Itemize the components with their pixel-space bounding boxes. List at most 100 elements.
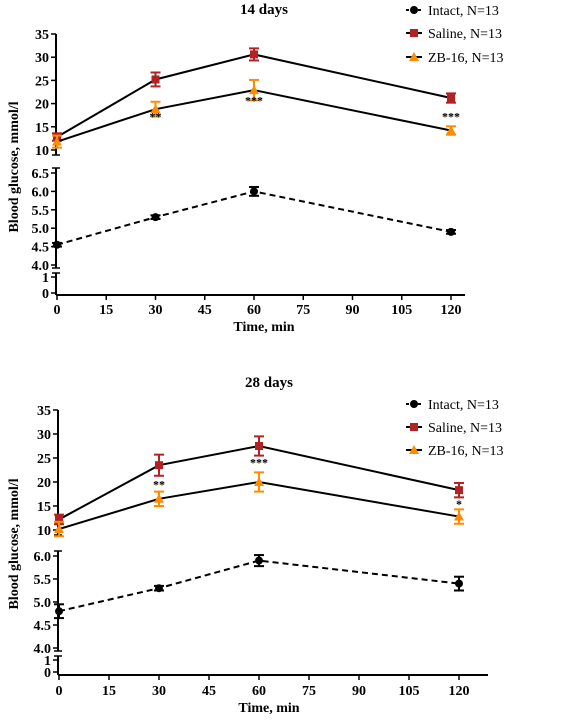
y-tick-label-lower: 6.5	[32, 167, 50, 182]
data-point-triangle	[249, 85, 259, 95]
x-tick-label: 105	[399, 684, 420, 699]
series-triangle	[54, 471, 464, 538]
y-tick-label-lower: 4.5	[32, 241, 50, 256]
data-point-triangle	[54, 524, 64, 534]
y-tick-label-upper: 25	[35, 74, 49, 89]
series-line	[56, 89, 452, 143]
y-tick-label-upper: 15	[37, 500, 51, 515]
x-axis-title: Time, min	[238, 701, 299, 716]
y-tick-label-base: 1	[42, 271, 49, 286]
data-point-triangle	[150, 104, 161, 114]
data-point-square	[250, 50, 258, 59]
y-axis-title: Blood glucose, mmol/l	[7, 478, 22, 609]
y-tick-label-upper: 10	[37, 524, 51, 539]
significance-label: **	[153, 478, 165, 492]
y-tick-label-lower: 6.0	[32, 185, 50, 200]
y-tick-label-upper: 25	[37, 452, 51, 467]
significance-label: ***	[442, 109, 460, 123]
y-tick-label-upper: 15	[35, 121, 49, 136]
legend-marker-circle	[410, 6, 418, 14]
data-point-circle	[53, 240, 61, 249]
x-tick-label: 60	[252, 684, 266, 699]
y-tick-label-upper: 35	[35, 28, 49, 43]
legend-label: Intact, N=13	[428, 398, 499, 413]
x-tick-label: 0	[54, 303, 61, 318]
x-tick-label: 120	[449, 684, 470, 699]
data-point-circle	[447, 227, 455, 236]
x-axis-title: Time, min	[233, 320, 294, 335]
data-point-triangle	[454, 511, 464, 521]
x-tick-label: 30	[152, 684, 166, 699]
data-point-triangle	[446, 125, 456, 135]
series-circle	[54, 554, 464, 620]
data-point-square	[151, 75, 160, 84]
significance-label: ***	[245, 94, 263, 108]
y-tick-label-lower: 5.5	[34, 573, 52, 588]
data-point-circle	[55, 607, 63, 616]
x-tick-label: 90	[352, 684, 366, 699]
x-tick-label: 60	[247, 303, 261, 318]
y-tick-label-upper: 20	[35, 98, 49, 113]
legend-marker-square	[410, 29, 418, 37]
y-tick-label-upper: 30	[35, 51, 49, 66]
legend-label: ZB-16, N=13	[428, 51, 504, 66]
y-tick-label-base: 1	[44, 654, 51, 669]
y-tick-label-lower: 4.0	[34, 642, 52, 657]
chart-title: 28 days	[245, 375, 293, 391]
y-tick-label-upper: 30	[37, 428, 51, 443]
x-tick-label: 45	[198, 303, 212, 318]
chart-panel-1: 14 days1015202530354.04.55.05.56.06.5010…	[7, 2, 504, 335]
series-line	[56, 53, 452, 138]
data-point-circle	[455, 579, 463, 588]
series-triangle	[52, 78, 456, 149]
series-square	[52, 47, 456, 142]
legend: Intact, N=13 Saline, N=13 ZB-16, N=13	[406, 398, 504, 459]
data-point-square	[255, 442, 263, 450]
legend: Intact, N=13 Saline, N=13 ZB-16, N=13	[406, 4, 504, 66]
y-tick-label-upper: 20	[37, 476, 51, 491]
x-tick-label: 0	[56, 684, 63, 699]
x-tick-label: 75	[302, 684, 316, 699]
y-tick-label-upper: 35	[37, 404, 51, 419]
significance-label: **	[150, 109, 162, 123]
x-tick-label: 105	[391, 303, 412, 318]
data-point-circle	[255, 556, 263, 565]
data-point-triangle	[154, 493, 164, 503]
y-tick-label-lower: 6.0	[34, 550, 52, 565]
y-tick-label-lower: 5.0	[34, 596, 52, 611]
legend-marker-circle	[410, 400, 418, 408]
y-tick-label-lower: 4.5	[34, 619, 52, 634]
x-tick-label: 15	[99, 303, 113, 318]
data-point-triangle	[52, 136, 62, 146]
series-circle	[52, 185, 456, 249]
x-tick-label: 45	[202, 684, 216, 699]
significance-label: *	[456, 497, 462, 511]
x-tick-label: 120	[441, 303, 462, 318]
y-tick-label-lower: 4.0	[32, 259, 50, 274]
legend-label: Intact, N=13	[428, 4, 499, 19]
data-point-circle	[155, 584, 163, 593]
x-tick-label: 15	[102, 684, 116, 699]
y-tick-label-upper: 10	[35, 144, 49, 159]
legend-label: Saline, N=13	[428, 27, 502, 42]
y-axis-title: Blood glucose, mmol/l	[7, 101, 22, 232]
y-tick-label-lower: 5.5	[32, 204, 50, 219]
y-tick-label-base: 0	[44, 666, 51, 681]
data-point-circle	[250, 187, 258, 196]
data-point-square	[155, 461, 163, 470]
legend-marker-square	[410, 423, 418, 431]
data-point-square	[455, 486, 463, 495]
chart-title: 14 days	[240, 2, 288, 18]
series-line	[58, 559, 460, 613]
series-square	[54, 435, 464, 526]
data-point-triangle	[254, 477, 264, 486]
series-line	[58, 480, 460, 530]
significance-label: ***	[250, 456, 268, 470]
x-tick-label: 90	[346, 303, 360, 318]
y-tick-label-base: 0	[42, 287, 49, 302]
series-line	[58, 444, 460, 521]
data-point-square	[55, 515, 63, 524]
legend-label: Saline, N=13	[428, 421, 502, 436]
